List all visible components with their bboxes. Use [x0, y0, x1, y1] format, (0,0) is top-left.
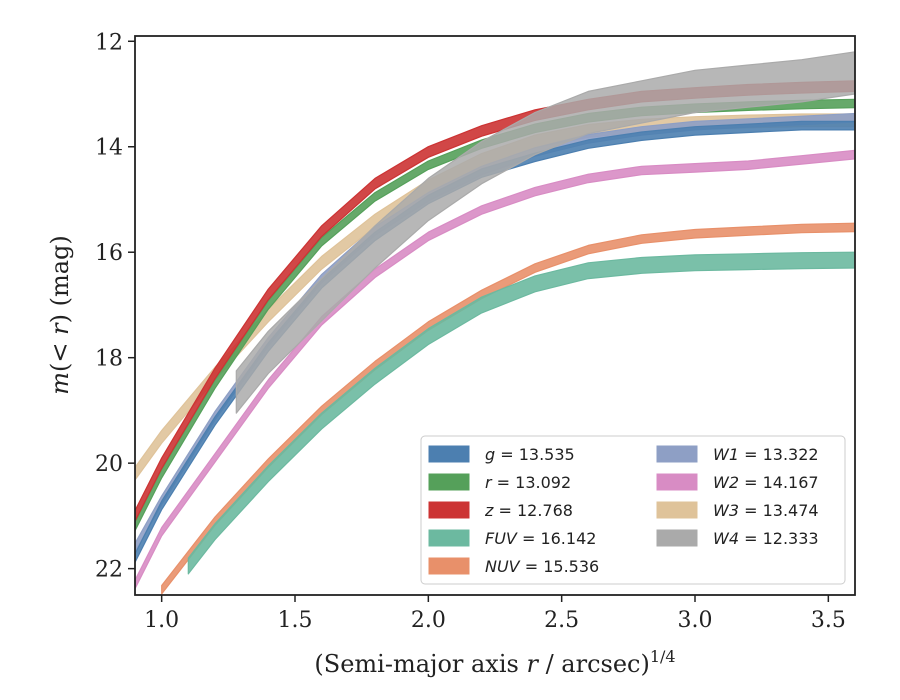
series-w2-band [135, 149, 855, 590]
y-tick-label: 16 [95, 241, 123, 266]
x-tick-label: 1.0 [144, 608, 179, 633]
legend-items: g = 13.535 r = 13.092 z = 12.768 FUV = 16.1… [428, 445, 819, 576]
plot-frame [134, 35, 856, 596]
series-w3-band [135, 113, 855, 481]
legend-label: W2 = 14.167 [713, 473, 819, 492]
legend-item-r: r = 13.092 [428, 473, 571, 492]
legend-swatch [656, 529, 698, 547]
legend-label: g = 13.535 [485, 445, 575, 464]
legend-item-g: g = 13.535 [428, 445, 575, 464]
legend-item-w2: W2 = 14.167 [656, 473, 819, 492]
y-tick-label: 20 [95, 452, 123, 477]
legend-swatch [428, 501, 470, 519]
series-z-band [135, 80, 855, 522]
x-axis: 1.0 1.5 2.0 2.5 3.0 3.5 [144, 595, 846, 633]
x-tick-label: 2.0 [411, 608, 446, 633]
legend-label: FUV = 16.142 [485, 529, 596, 548]
legend-label: W1 = 13.322 [713, 445, 819, 464]
legend-item-z: z = 12.768 [428, 501, 573, 520]
legend-box [420, 435, 846, 585]
legend-swatch [428, 473, 470, 491]
legend-swatch [428, 557, 470, 575]
legend-label: W3 = 13.474 [713, 501, 819, 520]
legend-label: r = 13.092 [485, 473, 571, 492]
x-tick-label: 2.5 [544, 608, 579, 633]
series-fuv-band [187, 251, 855, 575]
legend-swatch [656, 473, 698, 491]
legend-swatch [428, 529, 470, 547]
legend-label: W4 = 12.333 [713, 529, 819, 548]
legend-item-nuv: NUV = 15.536 [428, 557, 599, 576]
y-tick-label: 12 [95, 30, 123, 55]
y-tick-label: 22 [95, 558, 123, 583]
y-axis-title: m(< r) (mag) [46, 235, 74, 395]
legend-item-w3: W3 = 13.474 [656, 501, 819, 520]
legend-swatch [428, 445, 470, 463]
series-r-band [135, 98, 855, 532]
legend-item-w1: W1 = 13.322 [656, 445, 819, 464]
x-axis-title: (Semi-major axis r / arcsec)1/4 [314, 647, 675, 678]
legend-label: NUV = 15.536 [485, 557, 599, 576]
series-layer [135, 51, 855, 595]
y-axis: 12 14 16 18 20 22 [95, 30, 135, 583]
series-w4-band [235, 51, 855, 414]
legend: g = 13.535 r = 13.092 z = 12.768 FUV = 16.1… [420, 435, 846, 585]
x-tick-label: 1.5 [278, 608, 313, 633]
legend-item-w4: W4 = 12.333 [656, 529, 819, 548]
y-tick-label: 18 [95, 347, 123, 372]
legend-swatch [656, 445, 698, 463]
x-tick-label: 3.5 [811, 608, 846, 633]
x-tick-label: 3.0 [678, 608, 713, 633]
legend-label: z = 12.768 [484, 501, 573, 520]
y-tick-label: 14 [95, 136, 123, 161]
legend-item-fuv: FUV = 16.142 [428, 529, 596, 548]
legend-swatch [656, 501, 698, 519]
